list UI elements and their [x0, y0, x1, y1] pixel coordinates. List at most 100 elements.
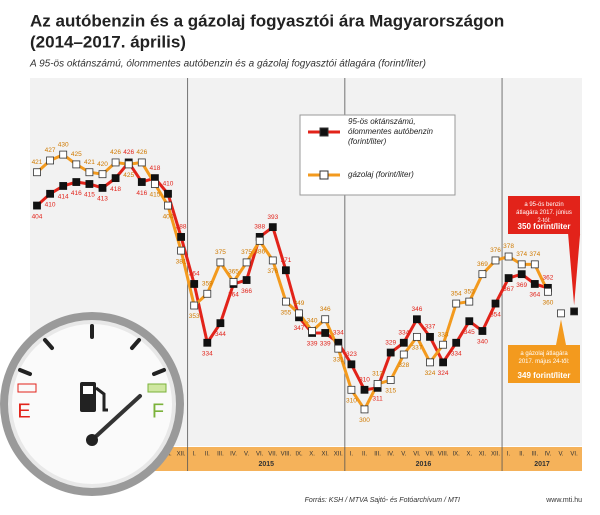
data-point [439, 358, 448, 367]
data-point [412, 315, 421, 324]
x-tick-label: X. [466, 452, 472, 458]
data-point [439, 340, 448, 349]
value-label: 310 [359, 377, 370, 384]
x-tick-label: I. [193, 452, 197, 458]
data-point [465, 317, 474, 326]
year-label: 2015 [258, 461, 274, 468]
value-label: 374 [529, 251, 540, 258]
value-label: 300 [359, 417, 370, 424]
data-point [229, 278, 238, 286]
data-point [347, 360, 356, 369]
data-point [530, 280, 539, 288]
value-label: 425 [123, 172, 134, 179]
data-point [164, 201, 172, 210]
value-label: 360 [542, 300, 553, 307]
value-label: 354 [451, 290, 462, 297]
annotation-text: a 95-ös benzin átlagára 2017. június 2-tól… [516, 202, 572, 224]
data-point [59, 182, 68, 190]
value-label: 334 [451, 350, 462, 357]
value-label: 329 [385, 339, 396, 346]
data-point [465, 297, 474, 306]
annotation-value: 349 forint/liter [518, 371, 571, 380]
data-point [85, 168, 94, 177]
value-label: 369 [477, 261, 488, 268]
value-label: 362 [542, 275, 553, 282]
value-label: 313 [372, 371, 383, 378]
data-point [111, 158, 120, 167]
value-label: 323 [346, 351, 357, 358]
value-label: 378 [503, 243, 514, 250]
data-point [478, 270, 487, 279]
value-label: 340 [477, 339, 488, 346]
x-tick-label: VI. [256, 452, 264, 458]
value-label: 413 [97, 196, 108, 203]
x-tick-label: III. [217, 452, 224, 458]
website: www.mti.hu [545, 497, 582, 504]
data-point [98, 170, 107, 179]
value-label: 364 [529, 292, 540, 299]
value-label: 367 [503, 286, 514, 293]
annotation-point [557, 309, 565, 318]
data-point [281, 297, 290, 306]
data-point [46, 189, 54, 198]
value-label: 334 [202, 350, 213, 357]
data-point [137, 158, 146, 167]
legend-label: gázolaj (forint/liter) [348, 170, 414, 179]
annotation-box [508, 345, 580, 383]
value-label: 337 [425, 324, 436, 331]
value-label: 371 [280, 257, 291, 264]
data-point [203, 338, 212, 347]
value-label: 339 [307, 341, 318, 348]
data-point [386, 348, 395, 357]
value-label: 354 [490, 311, 501, 318]
data-point [426, 358, 434, 367]
annotation-text: a gázolaj átlagára 2017. május 24-től: [518, 351, 569, 365]
legend-marker [319, 127, 329, 137]
value-label: 369 [516, 282, 527, 289]
value-label: 339 [320, 341, 331, 348]
data-point [321, 329, 330, 337]
data-point [46, 156, 54, 165]
value-label: 415 [84, 192, 95, 199]
value-label: 418 [149, 165, 160, 172]
value-label: 386 [254, 249, 265, 256]
x-tick-label: IX. [295, 452, 303, 458]
value-label: 334 [398, 329, 409, 336]
data-point [177, 233, 186, 241]
data-point [452, 299, 461, 308]
value-label: 324 [425, 370, 436, 377]
x-tick-label: XII. [334, 452, 343, 458]
value-label: 364 [189, 271, 200, 278]
data-point [255, 236, 264, 245]
x-tick-label: V. [558, 452, 563, 458]
data-point [137, 178, 146, 186]
gauge: E F [0, 312, 184, 496]
value-label: 334 [333, 329, 344, 336]
data-point [504, 252, 513, 261]
value-label: 393 [267, 214, 278, 221]
annotation-value: 350 forint/liter [518, 222, 571, 231]
value-label: 349 [294, 300, 305, 307]
x-tick-label: XII. [491, 452, 500, 458]
data-point [33, 201, 41, 210]
data-point [216, 258, 225, 267]
value-label: 426 [110, 149, 121, 156]
data-point [98, 184, 107, 192]
value-label: 404 [163, 213, 174, 220]
data-point [190, 301, 199, 310]
data-point [177, 246, 186, 255]
x-tick-label: IV. [545, 452, 552, 458]
data-point [190, 280, 199, 288]
value-label: 388 [254, 224, 265, 231]
value-label: 376 [267, 268, 278, 275]
data-point [124, 160, 133, 169]
value-label: 388 [176, 224, 187, 231]
x-tick-label: III. [374, 452, 381, 458]
value-label: 355 [464, 288, 475, 295]
x-tick-label: IV. [387, 452, 394, 458]
x-tick-label: IV. [230, 452, 237, 458]
data-point [517, 260, 526, 269]
value-label: 324 [438, 370, 449, 377]
value-label: 430 [58, 141, 69, 148]
series-line [35, 159, 549, 392]
